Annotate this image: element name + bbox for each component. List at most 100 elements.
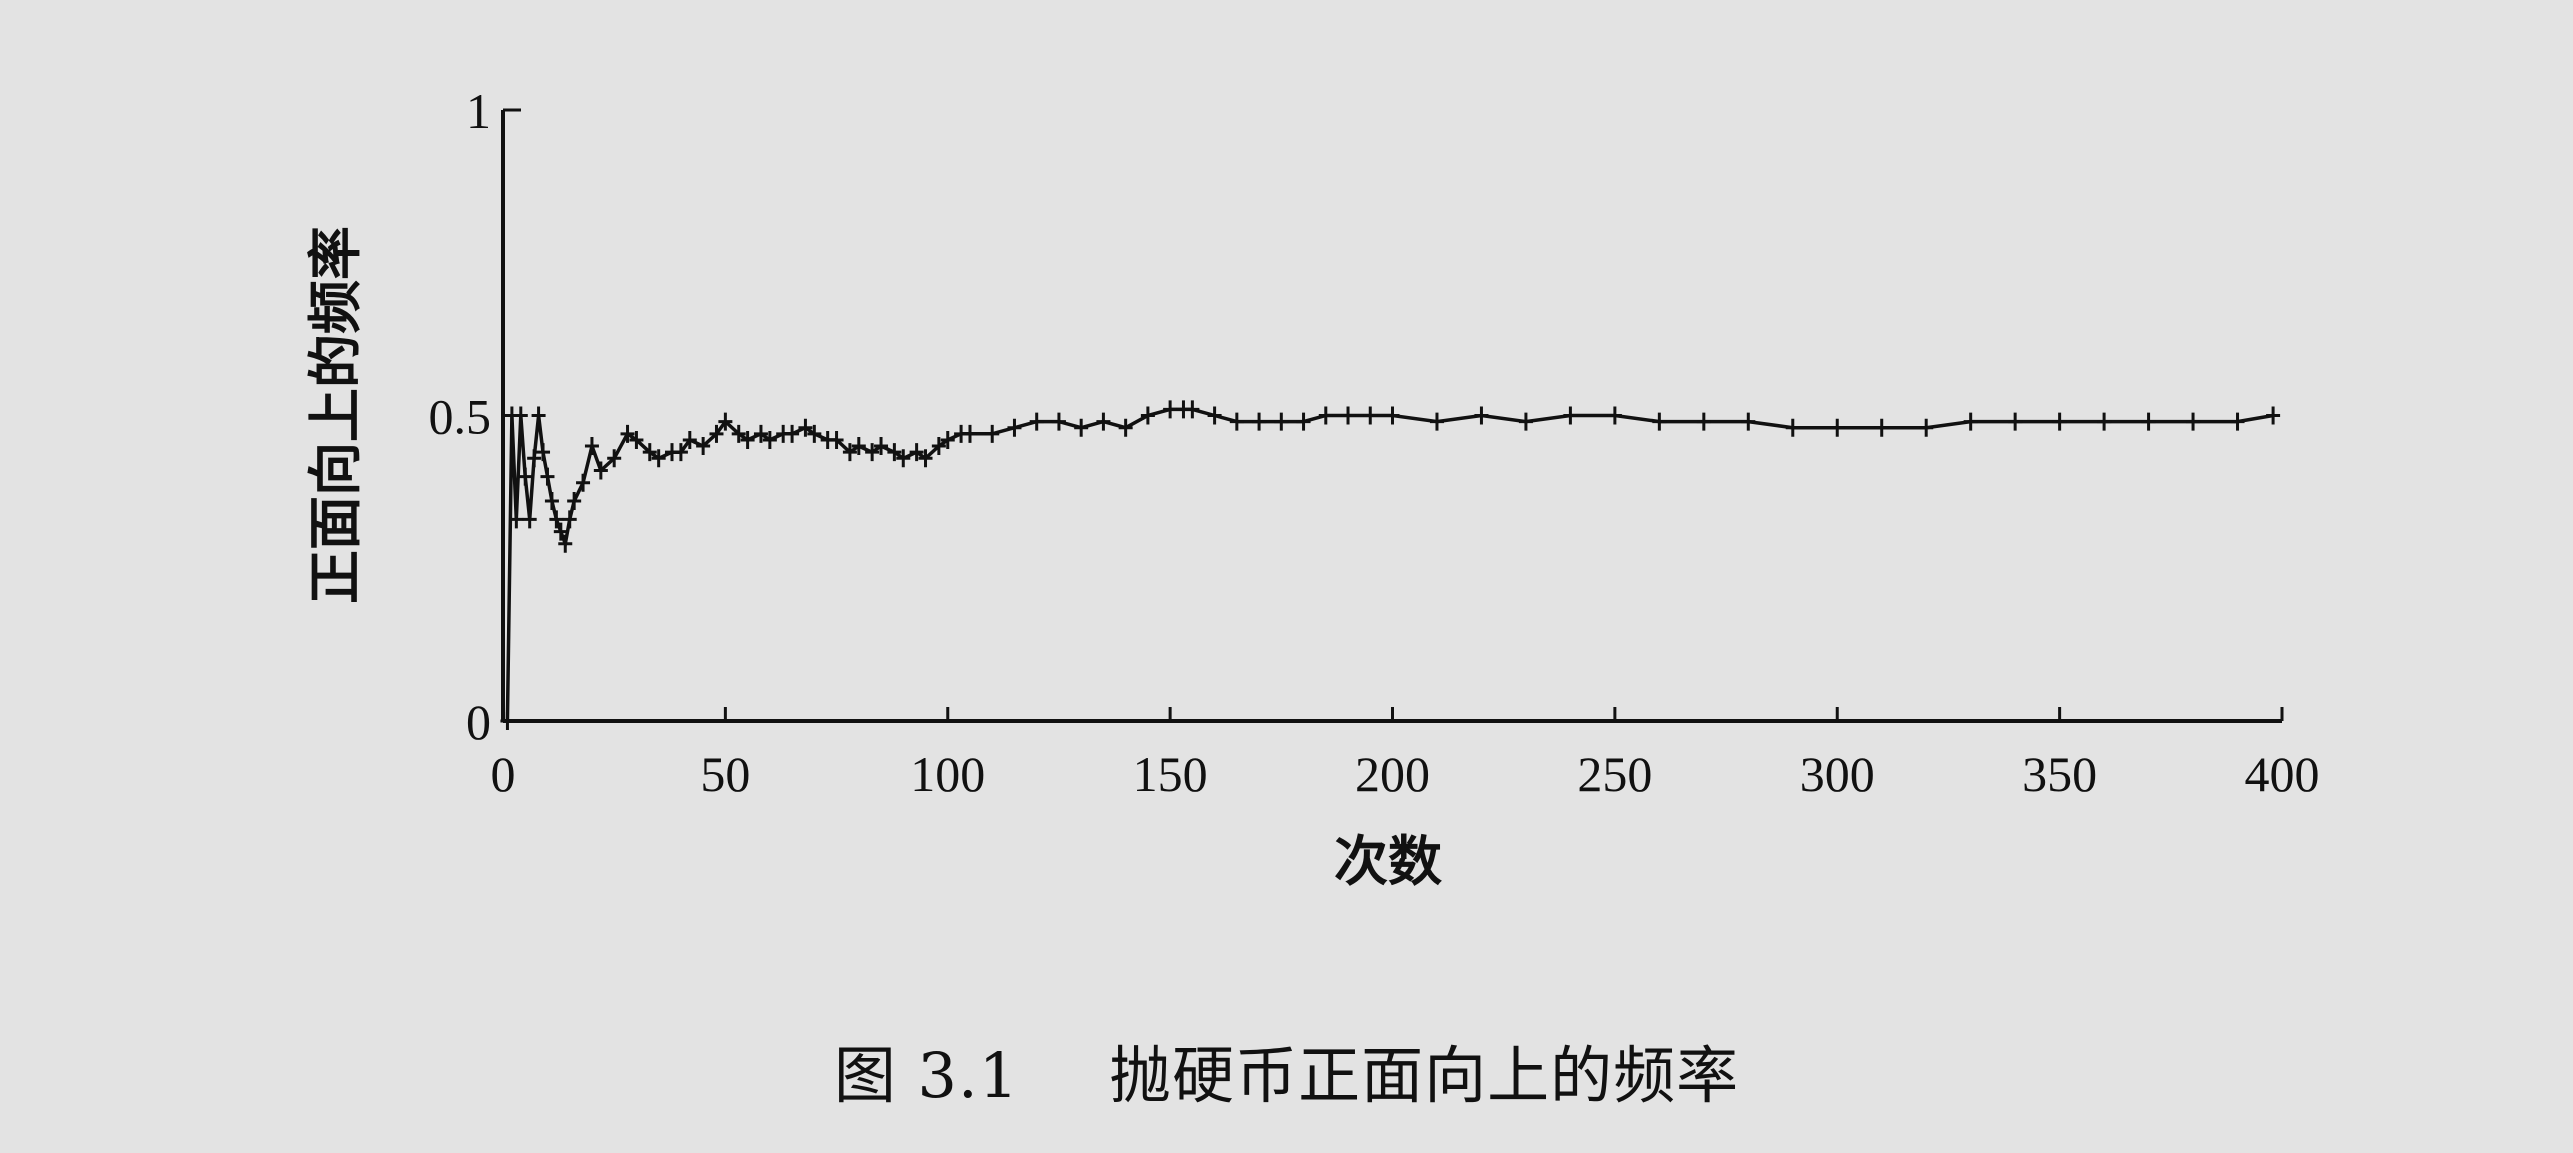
data-point (829, 430, 844, 449)
data-point (887, 443, 902, 462)
data-point (740, 430, 755, 449)
data-point (553, 522, 568, 541)
data-point (896, 449, 911, 468)
data-point (651, 449, 666, 468)
data-point (865, 443, 880, 462)
data-point (500, 712, 515, 730)
data-point (2230, 412, 2245, 431)
data-point (962, 424, 977, 443)
data-point (1207, 406, 1222, 425)
data-point (522, 510, 537, 529)
data-point (1318, 406, 1333, 425)
data-point (1363, 406, 1378, 425)
x-tick-label: 50 (700, 746, 750, 802)
data-point (576, 473, 591, 492)
data-point (1963, 412, 1978, 431)
data-point (1029, 412, 1044, 431)
data-point (620, 424, 635, 443)
x-axis-label: 次数 (1334, 830, 1442, 893)
figure-number: 图 3.1 (833, 1039, 1020, 1112)
data-point (918, 449, 933, 468)
y-axis-label: 正面向上的频率 (304, 226, 367, 604)
data-point (1140, 406, 1155, 425)
data-point (2052, 412, 2067, 431)
data-point (1741, 412, 1756, 431)
data-point (940, 430, 955, 449)
data-point (1007, 418, 1022, 437)
data-point (1229, 412, 1244, 431)
data-point (731, 424, 746, 443)
data-point (1696, 412, 1711, 431)
x-tick-label: 400 (2245, 746, 2320, 802)
data-point (540, 467, 555, 486)
data-point (1074, 418, 1089, 437)
data-point (513, 406, 528, 425)
x-tick-label: 350 (2022, 746, 2097, 802)
data-point (909, 443, 924, 462)
data-point (1652, 412, 1667, 431)
data-point (1785, 418, 1800, 437)
figure-caption: 图 3.1 抛硬币正面向上的频率 (0, 1025, 2573, 1115)
data-point (931, 437, 946, 456)
x-tick-label: 100 (910, 746, 985, 802)
data-point (2186, 412, 2201, 431)
data-point (1874, 418, 1889, 437)
data-point (718, 412, 733, 431)
data-point (509, 510, 524, 529)
data-point (673, 443, 688, 462)
figure-title: 抛硬币正面向上的频率 (1109, 1039, 1740, 1112)
data-point (536, 443, 551, 462)
data-point (2097, 412, 2112, 431)
data-point (1296, 412, 1311, 431)
x-tick-label: 200 (1355, 746, 1430, 802)
data-point (629, 430, 644, 449)
data-point (1185, 400, 1200, 419)
data-point (544, 492, 559, 511)
y-tick-label: 1 (466, 83, 491, 139)
data-point (1919, 418, 1934, 437)
y-tick-label: 0 (466, 694, 491, 750)
x-tick-label: 0 (491, 746, 516, 802)
data-point (851, 437, 866, 456)
data-point (607, 449, 622, 468)
x-tick-label: 150 (1133, 746, 1208, 802)
data-point (807, 424, 822, 443)
data-point (2141, 412, 2156, 431)
data-point (642, 443, 657, 462)
series-markers (500, 400, 2281, 730)
data-point (1274, 412, 1289, 431)
x-tick-label: 300 (1800, 746, 1875, 802)
data-point (874, 437, 889, 456)
data-point (558, 534, 573, 553)
data-point (1385, 406, 1400, 425)
data-point (584, 437, 599, 456)
series-line (505, 407, 2274, 722)
data-point (762, 430, 777, 449)
data-point (1252, 412, 1267, 431)
tick-labels: 0 50 100 150 200 250 300 350 400 0 0.5 1 (429, 83, 2320, 802)
data-point (518, 467, 533, 486)
data-point (1518, 412, 1533, 431)
data-point (1563, 406, 1578, 425)
data-point (1830, 418, 1845, 437)
data-point (798, 418, 813, 437)
data-point (593, 461, 608, 480)
data-point (696, 437, 711, 456)
data-point (1607, 406, 1622, 425)
data-point (549, 510, 564, 529)
data-point (1429, 412, 1444, 431)
data-point (985, 424, 1000, 443)
data-point (1341, 406, 1356, 425)
y-tick-label: 0.5 (429, 389, 492, 445)
data-point (1051, 412, 1066, 431)
data-point (527, 449, 542, 468)
data-point (531, 406, 546, 425)
data-point (562, 510, 577, 529)
x-tick-label: 250 (1577, 746, 1652, 802)
data-point (842, 443, 857, 462)
data-point (682, 430, 697, 449)
data-point (2008, 412, 2023, 431)
data-point (567, 492, 582, 511)
data-point (2266, 406, 2281, 425)
